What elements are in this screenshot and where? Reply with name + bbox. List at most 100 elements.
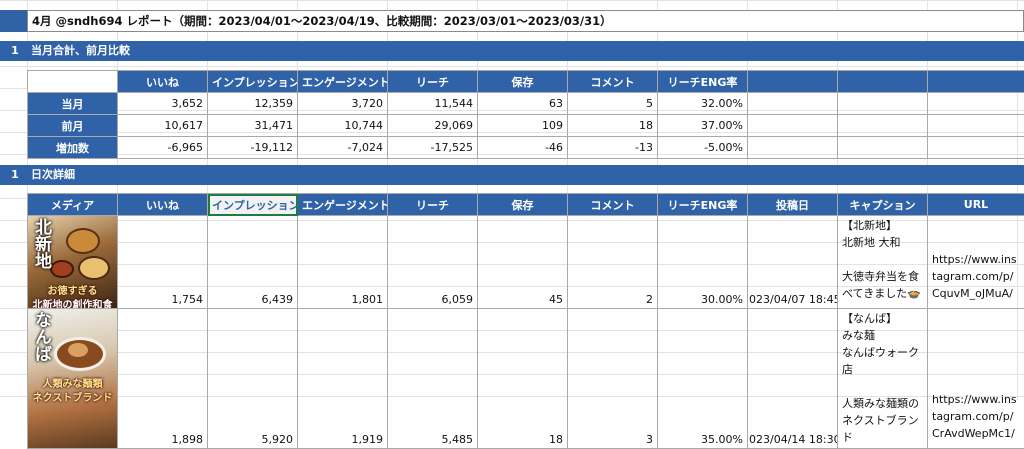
summary-header[interactable]: リーチ (388, 71, 478, 93)
row-marker (0, 10, 27, 32)
summary-cell[interactable]: -6,965 (118, 137, 208, 159)
detail-cell[interactable]: 1,754 (118, 216, 208, 309)
detail-cell[interactable]: 30.00% (658, 216, 748, 309)
caption-line (842, 251, 923, 268)
summary-header[interactable]: 保存 (478, 71, 568, 93)
summary-cell-blank[interactable] (748, 93, 838, 115)
summary-cell[interactable]: 31,471 (208, 115, 298, 137)
summary-cell[interactable]: 11,544 (388, 93, 478, 115)
detail-header[interactable]: URL (928, 194, 1024, 216)
summary-cell[interactable]: -17,525 (388, 137, 478, 159)
detail-cell[interactable]: 3 (568, 309, 658, 449)
url-cell[interactable]: https://www.instagram.com/p/CquvM_oJMuA/ (928, 216, 1024, 309)
summary-header-blank[interactable] (748, 71, 838, 93)
caption-line: 大徳寺弁当を食べてきました🍲 (842, 268, 923, 302)
report-title[interactable]: 4月 @sndh694 レポート（期間：2023/04/01～2023/04/1… (27, 10, 1024, 32)
corner-cell[interactable] (28, 71, 118, 93)
summary-section-bar[interactable]: 1 当月合計、前月比較 (0, 41, 1024, 61)
summary-cell[interactable]: -46 (478, 137, 568, 159)
detail-cell[interactable]: 6,059 (388, 216, 478, 309)
detail-header[interactable]: いいね (118, 194, 208, 216)
summary-cell-blank[interactable] (748, 115, 838, 137)
detail-cell[interactable]: 45 (478, 216, 568, 309)
summary-header[interactable]: インプレッション (208, 71, 298, 93)
summary-cell[interactable]: -13 (568, 137, 658, 159)
detail-cell[interactable]: 2 (568, 216, 658, 309)
detail-cell[interactable]: 1,919 (298, 309, 388, 449)
caption-cell[interactable]: 【なんば】 みな麺 なんばウォーク店 人類みな麺類のネクストブランド (838, 309, 928, 449)
caption-line (842, 378, 923, 395)
thumb-title: なんば (31, 311, 50, 362)
summary-cell-blank[interactable] (928, 115, 1024, 137)
detail-cell[interactable]: 5,485 (388, 309, 478, 449)
summary-cell-blank[interactable] (748, 137, 838, 159)
media-thumbnail[interactable]: 北新地 お徳すぎる 北新地の創作和食 (28, 216, 118, 309)
summary-row: 増加数 -6,965 -19,112 -7,024 -17,525 -46 -1… (28, 137, 1024, 159)
summary-cell[interactable]: 5 (568, 93, 658, 115)
detail-header[interactable]: キャプション (838, 194, 928, 216)
detail-cell[interactable]: 6,439 (208, 216, 298, 309)
detail-cell[interactable]: 5,920 (208, 309, 298, 449)
summary-cell[interactable]: 29,069 (388, 115, 478, 137)
detail-header[interactable]: リーチENG率 (658, 194, 748, 216)
post-date-cell[interactable]: 023/04/07 18:45 (748, 216, 838, 309)
summary-header[interactable]: エンゲージメント (298, 71, 388, 93)
caption-line: なんばウォーク店 (842, 344, 923, 378)
caption-line: 【なんば】 (842, 310, 923, 327)
detail-table: メディア いいね インプレッション エンゲージメント リーチ 保存 コメント リ… (27, 193, 1024, 449)
summary-row-label[interactable]: 当月 (28, 93, 118, 115)
section-number: 1 (10, 41, 20, 61)
summary-header-blank[interactable] (928, 71, 1024, 93)
summary-cell-blank[interactable] (928, 93, 1024, 115)
detail-section-bar[interactable]: 1 日次詳細 (0, 165, 1024, 185)
summary-cell[interactable]: 32.00% (658, 93, 748, 115)
summary-header[interactable]: コメント (568, 71, 658, 93)
detail-cell[interactable]: 1,898 (118, 309, 208, 449)
caption-line: 北新地 大和 (842, 234, 923, 251)
detail-cell[interactable]: 18 (478, 309, 568, 449)
media-thumbnail[interactable]: なんば 人類みな麺類 ネクストブランド (28, 309, 118, 449)
caption-line: 【北新地】 (842, 217, 923, 234)
caption-line: 人類みな麺類のネクストブランド (842, 395, 923, 446)
summary-cell[interactable]: 18 (568, 115, 658, 137)
summary-cell[interactable]: 63 (478, 93, 568, 115)
summary-cell[interactable]: -5.00% (658, 137, 748, 159)
summary-cell[interactable]: 109 (478, 115, 568, 137)
summary-cell[interactable]: -19,112 (208, 137, 298, 159)
summary-cell[interactable]: -7,024 (298, 137, 388, 159)
detail-header[interactable]: 投稿日 (748, 194, 838, 216)
detail-header[interactable]: エンゲージメント (298, 194, 388, 216)
summary-header[interactable]: リーチENG率 (658, 71, 748, 93)
detail-header-selected[interactable]: インプレッション (208, 194, 298, 216)
summary-header[interactable]: いいね (118, 71, 208, 93)
summary-cell[interactable]: 3,652 (118, 93, 208, 115)
food-photo-image: 北新地 お徳すぎる 北新地の創作和食 (28, 216, 117, 308)
section-label: 当月合計、前月比較 (31, 41, 130, 61)
summary-cell[interactable]: 37.00% (658, 115, 748, 137)
caption-line: みな麺 (842, 327, 923, 344)
summary-cell-blank[interactable] (838, 137, 928, 159)
summary-cell[interactable]: 10,744 (298, 115, 388, 137)
url-cell[interactable]: https://www.instagram.com/p/CrAvdWepMc1/ (928, 309, 1024, 449)
summary-header-blank[interactable] (838, 71, 928, 93)
summary-cell[interactable]: 3,720 (298, 93, 388, 115)
detail-cell[interactable]: 35.00% (658, 309, 748, 449)
detail-header[interactable]: コメント (568, 194, 658, 216)
summary-cell-blank[interactable] (838, 93, 928, 115)
thumb-tag: お徳すぎる (30, 282, 115, 297)
summary-cell-blank[interactable] (928, 137, 1024, 159)
caption-cell[interactable]: 【北新地】 北新地 大和 大徳寺弁当を食べてきました🍲 (838, 216, 928, 309)
post-date-cell[interactable]: 023/04/14 18:30 (748, 309, 838, 449)
summary-cell[interactable]: 10,617 (118, 115, 208, 137)
detail-header[interactable]: リーチ (388, 194, 478, 216)
summary-cell-blank[interactable] (838, 115, 928, 137)
thumb-tag: ネクストブランド (30, 389, 115, 404)
summary-cell[interactable]: 12,359 (208, 93, 298, 115)
thumb-tag: 人類みな麺類 (30, 375, 115, 390)
detail-header[interactable]: 保存 (478, 194, 568, 216)
summary-row-label[interactable]: 前月 (28, 115, 118, 137)
summary-row-label[interactable]: 増加数 (28, 137, 118, 159)
detail-header[interactable]: メディア (28, 194, 118, 216)
detail-cell[interactable]: 1,801 (298, 216, 388, 309)
ramen-photo-image: なんば 人類みな麺類 ネクストブランド (28, 309, 117, 448)
